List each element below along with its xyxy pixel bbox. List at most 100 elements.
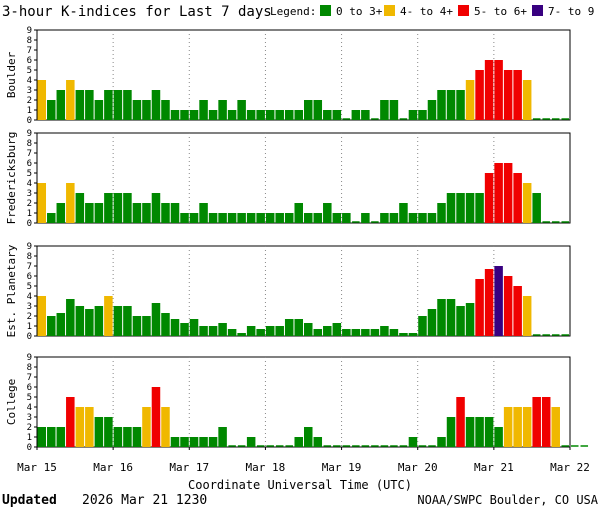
chart-title: 3-hour K-indices for Last 7 days [2, 4, 272, 20]
k-index-bar [189, 213, 199, 223]
k-index-bar [408, 333, 418, 336]
legend-entry-5-to-6: 5- to 6+ [474, 5, 527, 18]
k-index-bar [56, 313, 66, 336]
k-index-bar [513, 286, 522, 336]
k-index-bar [465, 80, 475, 120]
k-index-bar [284, 110, 294, 120]
k-index-bar [456, 193, 465, 223]
k-index-bar [465, 417, 475, 447]
y-tick-label: 3 [27, 413, 32, 423]
k-index-bar [313, 329, 323, 336]
legend-swatch-4-to-4 [384, 5, 395, 16]
y-tick-label: 6 [27, 56, 32, 66]
y-tick-label: 9 [27, 242, 32, 252]
x-axis-label: Coordinate Universal Time (UTC) [188, 478, 412, 492]
panel-frame [36, 132, 571, 224]
k-index-bar [142, 407, 151, 447]
k-index-bar [75, 407, 85, 447]
y-tick-label: 1 [27, 322, 32, 332]
k-index-bar [427, 309, 437, 336]
panel-frame [36, 29, 571, 121]
k-index-bar [56, 90, 66, 120]
k-index-bar [208, 213, 218, 223]
k-index-bar [351, 110, 361, 120]
k-index-bar [551, 407, 560, 447]
chart-panels: 0123456789Boulder0123456789Fredericksbur… [5, 26, 589, 453]
y-tick-label: 5 [27, 169, 32, 179]
k-index-bar [170, 110, 180, 120]
k-index-bar [418, 316, 427, 336]
k-index-bar [170, 203, 180, 223]
x-tick-label: Mar 21 [474, 461, 514, 474]
k-index-bar [199, 100, 208, 120]
k-index-bar [56, 203, 66, 223]
k-index-bar [94, 417, 104, 447]
k-index-bar [151, 193, 161, 223]
k-index-bar [218, 100, 227, 120]
k-index-bar [265, 213, 275, 223]
k-index-bar [456, 306, 465, 336]
k-index-bar [275, 110, 284, 120]
k-index-bar [370, 329, 380, 336]
k-index-bar [199, 203, 208, 223]
k-index-bar [161, 203, 170, 223]
k-index-bar [465, 193, 475, 223]
k-index-bar [484, 60, 494, 120]
k-index-bar [151, 387, 161, 447]
k-index-bar [503, 276, 513, 336]
k-index-bar [361, 213, 370, 223]
k-index-bar [408, 437, 418, 447]
k-index-bar [313, 437, 323, 447]
k-index-bar [313, 100, 323, 120]
k-index-bar [37, 427, 47, 447]
k-index-bar [170, 319, 180, 336]
k-index-bar [304, 427, 313, 447]
k-index-bar [218, 427, 227, 447]
k-index-bar [522, 80, 532, 120]
y-tick-label: 5 [27, 66, 32, 76]
k-index-bar [513, 70, 522, 120]
legend-label: Legend: [270, 5, 316, 18]
y-tick-label: 0 [27, 219, 32, 229]
y-tick-label: 3 [27, 189, 32, 199]
k-index-bar [427, 100, 437, 120]
k-index-bar [94, 306, 104, 336]
k-index-bar [66, 299, 75, 336]
k-index-bar [113, 427, 123, 447]
legend-entry-0-to-3: 0 to 3+ [336, 5, 383, 18]
k-index-bar [208, 326, 218, 336]
k-index-bar [237, 100, 246, 120]
k-index-bar [189, 319, 199, 336]
y-tick-label: 4 [27, 179, 32, 189]
y-tick-label: 1 [27, 106, 32, 116]
k-index-bar [104, 296, 113, 336]
k-index-bar [37, 183, 47, 223]
k-index-bar [532, 193, 541, 223]
y-tick-label: 9 [27, 353, 32, 363]
k-index-bar [484, 417, 494, 447]
k-index-bar [475, 417, 484, 447]
k-index-bar [475, 279, 484, 336]
y-tick-label: 6 [27, 272, 32, 282]
k-index-bar [484, 269, 494, 336]
y-tick-label: 4 [27, 292, 32, 302]
k-index-bar [170, 437, 180, 447]
k-index-bar [151, 303, 161, 336]
k-index-bar [446, 193, 456, 223]
y-tick-label: 6 [27, 383, 32, 393]
k-index-bar [161, 407, 170, 447]
y-tick-label: 9 [27, 129, 32, 139]
k-index-bar [199, 437, 208, 447]
k-index-bar [256, 213, 265, 223]
k-index-bar [47, 213, 56, 223]
k-index-bar [475, 193, 484, 223]
k-index-bar [180, 110, 189, 120]
k-index-bar [342, 213, 351, 223]
x-tick-label: Mar 22 [550, 461, 590, 474]
k-index-bar [275, 213, 284, 223]
k-index-bar [94, 100, 104, 120]
legend-swatch-5-to-6 [458, 5, 469, 16]
